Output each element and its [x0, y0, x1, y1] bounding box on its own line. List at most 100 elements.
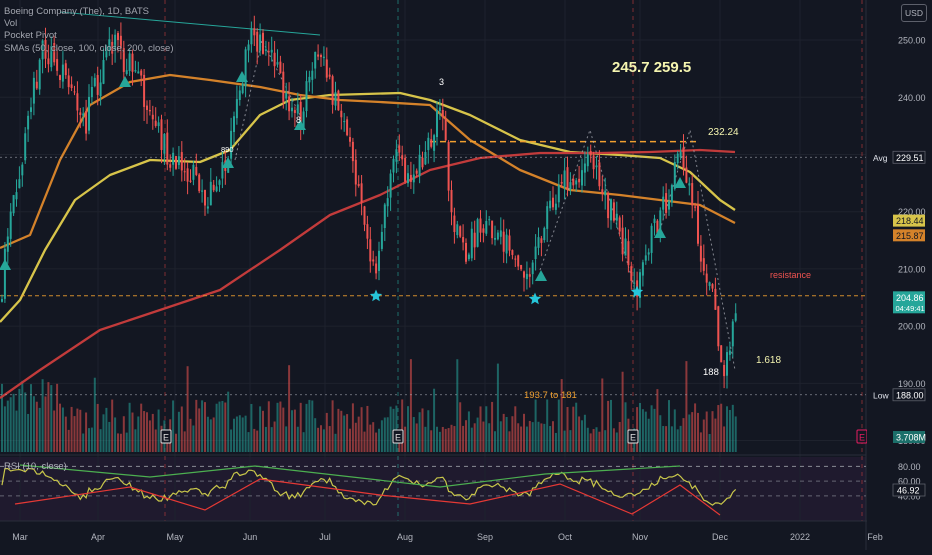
price-tick-label: 250.00 — [898, 36, 926, 46]
volume-bar — [180, 406, 183, 452]
candle-body — [607, 192, 610, 219]
candle-body — [189, 180, 192, 182]
volume-bar — [314, 418, 317, 452]
volume-bar — [270, 427, 273, 452]
price-tick-label: 210.00 — [898, 264, 926, 274]
candle-body — [122, 48, 125, 72]
volume-bar — [653, 408, 656, 452]
candle-body — [293, 110, 296, 113]
volume-bar — [615, 432, 618, 452]
volume-bar — [647, 418, 650, 452]
volume-bar — [412, 417, 415, 452]
candle-body — [320, 55, 322, 58]
volume-bar — [430, 430, 433, 452]
star-marker — [528, 292, 542, 305]
axes: 180.00190.00200.00210.00220.00230.00240.… — [12, 0, 932, 550]
pocket-pivot-marker — [535, 270, 547, 281]
legend-symbol[interactable]: Boeing Company (The), 1D, BATS — [4, 6, 150, 17]
volume-bar — [447, 428, 450, 452]
volume-bar — [9, 397, 12, 452]
volume-bar — [90, 427, 93, 452]
volume-bar — [372, 422, 375, 452]
candle-body — [583, 163, 586, 173]
volume-bar — [537, 421, 540, 452]
volume-bar — [395, 405, 398, 452]
rsi-tick-label: 60.00 — [898, 477, 921, 487]
volume-bar — [720, 403, 723, 452]
volume-bar — [705, 411, 708, 452]
volume-bar — [177, 411, 180, 452]
volume-bar — [230, 429, 233, 452]
rsi-line — [1, 468, 737, 506]
candle-body — [56, 59, 59, 71]
volume-bar — [659, 415, 662, 452]
volume-bar — [650, 405, 653, 452]
legend-vol[interactable]: Vol — [4, 18, 18, 30]
candle-body — [731, 321, 734, 347]
legend-smas[interactable]: SMAs (50, close, 100, close, 200, close) — [4, 42, 174, 54]
candle-body — [186, 168, 189, 182]
candle-body — [488, 219, 491, 221]
volume-bar — [285, 426, 288, 452]
candle-body — [79, 112, 82, 115]
rsi-panel: RSI (10, close) — [0, 461, 866, 516]
volume-bar — [192, 425, 195, 452]
volume-bar — [598, 431, 601, 452]
pocket-pivot-marker — [674, 177, 686, 188]
candle-body — [137, 71, 140, 74]
volume-bar — [85, 412, 88, 452]
candle-body — [192, 164, 195, 180]
candle-body — [534, 246, 537, 260]
volume-bar — [641, 409, 644, 452]
volume-bar — [525, 426, 528, 452]
volume-bar — [485, 406, 488, 452]
candle-body — [201, 190, 204, 192]
candle-body — [151, 114, 154, 120]
price-label-box — [893, 214, 925, 227]
wave-890-label: 890 — [221, 145, 234, 154]
time-tick-label: May — [166, 532, 184, 542]
volume-bar — [494, 431, 496, 452]
candle-body — [233, 116, 235, 133]
volume-bar — [491, 401, 494, 452]
candle-body — [624, 238, 627, 256]
candle-body — [473, 232, 476, 248]
volume-bar — [595, 427, 598, 452]
candle-body — [546, 206, 549, 229]
volume-bar — [728, 409, 731, 452]
candle-body — [125, 70, 128, 74]
candle-body — [540, 238, 543, 243]
volume-bar — [334, 433, 337, 452]
volume-bar — [383, 417, 386, 452]
candle-body — [70, 84, 73, 89]
candle-body — [453, 215, 456, 233]
candle-body — [708, 282, 711, 286]
candle-body — [15, 192, 18, 200]
volume-bar — [424, 426, 427, 452]
candle-body — [528, 274, 531, 277]
chart-legend[interactable]: Boeing Company (The), 1D, BATS Vol Pocke… — [4, 6, 174, 55]
volume-bar — [479, 406, 482, 452]
candle-body — [331, 76, 334, 105]
candle-body — [93, 77, 96, 87]
candle-body — [85, 111, 88, 134]
volume-bar — [375, 432, 378, 452]
candle-body — [215, 186, 218, 192]
candle-body — [328, 74, 331, 77]
currency-button[interactable]: USD — [901, 4, 927, 22]
candle-body — [627, 241, 630, 266]
rsi-value-box — [892, 483, 926, 497]
candle-body — [250, 28, 253, 45]
price-label-name: Avg — [873, 153, 888, 163]
volume-bar — [154, 429, 157, 452]
price-label-value: 204.86 — [896, 293, 924, 303]
volume-bar — [64, 416, 67, 452]
rsi-tick-label: 80.00 — [898, 462, 921, 472]
pocket-pivot-marker — [0, 259, 11, 270]
legend-pocket-pivot[interactable]: Pocket Pivot — [4, 30, 57, 42]
volume-bar — [108, 421, 111, 452]
candle-body — [111, 41, 114, 54]
volume-bar — [360, 407, 363, 452]
